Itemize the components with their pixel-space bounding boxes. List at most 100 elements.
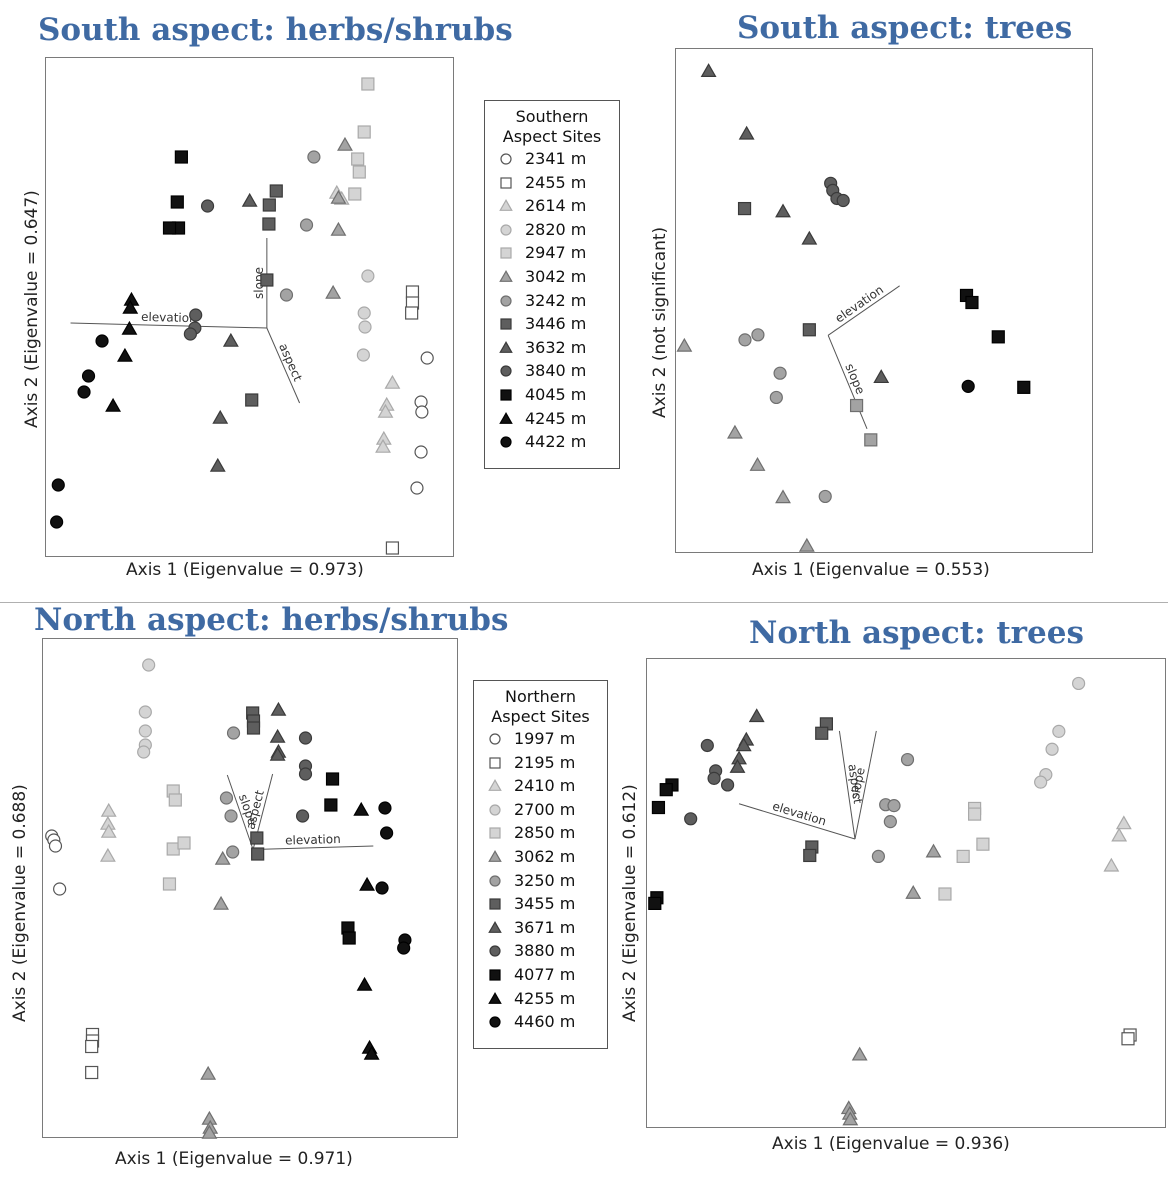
section-divider [0, 602, 1168, 603]
site-point [873, 369, 890, 384]
biplot-vector-slope [854, 730, 877, 840]
site-point [735, 737, 752, 752]
site-point [51, 478, 65, 492]
site-point [836, 193, 850, 208]
site-point [226, 845, 240, 859]
legend-marker [500, 436, 512, 448]
legend-entry: 3242 m [485, 289, 619, 313]
site-point [1121, 1032, 1135, 1046]
legend-label: 4255 m [514, 988, 576, 1008]
site-point [99, 847, 116, 862]
site-point [224, 809, 238, 823]
south-trees-plot: elevation slope [675, 48, 1093, 553]
legend-marker [489, 874, 501, 887]
site-point [170, 195, 184, 209]
site-point [246, 721, 261, 735]
legend-symbol [488, 850, 502, 862]
legend-marker [500, 224, 512, 236]
site-point [222, 332, 239, 347]
legend-label: 4460 m [514, 1012, 576, 1032]
site-point [162, 221, 177, 235]
legend-symbol [500, 247, 512, 259]
legend-marker [499, 199, 513, 212]
site-point [659, 783, 673, 797]
site-point [961, 379, 975, 393]
legend-label: 2820 m [525, 219, 587, 239]
site-point [707, 771, 721, 785]
legend-label: 4077 m [514, 964, 576, 984]
site-point [359, 876, 375, 891]
site-point [357, 306, 371, 320]
site-point [342, 931, 356, 945]
legend-symbol [488, 991, 502, 1004]
legend-label: 3242 m [525, 290, 587, 310]
site-point [887, 799, 901, 813]
legend-symbol [489, 733, 501, 745]
legend-marker [488, 850, 502, 862]
legend-label: 2341 m [525, 149, 587, 168]
biplot-vector-elevation [70, 322, 267, 329]
site-point [803, 848, 817, 863]
legend-entry: 2820 m [485, 218, 619, 242]
site-point [226, 726, 241, 740]
biplot-vector-aspect [266, 327, 301, 404]
legend-label: 3632 m [525, 337, 587, 357]
site-point [100, 823, 117, 838]
site-point [162, 877, 177, 891]
legend-marker [489, 945, 501, 957]
site-point [864, 433, 878, 447]
legend-symbol [488, 920, 502, 933]
legend-label: 3062 m [514, 846, 576, 866]
site-point [420, 351, 434, 365]
legend-marker [499, 340, 513, 353]
legend-title-line: Northern [504, 687, 577, 706]
site-point [775, 203, 791, 218]
south-trees-x-axis-label: Axis 1 (Eigenvalue = 0.553) [752, 560, 990, 580]
legend-symbol [489, 945, 501, 957]
legend-title-line: Southern [515, 107, 589, 126]
legend-entry: 4255 m [474, 987, 607, 1011]
site-point [1103, 857, 1120, 872]
site-point [250, 831, 264, 845]
site-point [968, 807, 982, 821]
legend-label: 3446 m [525, 314, 587, 334]
legend-label: 3840 m [525, 361, 587, 381]
site-point [375, 881, 389, 895]
site-point [361, 77, 375, 91]
site-point [720, 778, 735, 792]
south-herbs-x-axis-label: Axis 1 (Eigenvalue = 0.973) [126, 560, 364, 580]
site-point [842, 1111, 859, 1126]
site-point [900, 752, 915, 767]
legend-entry: 3632 m [485, 336, 619, 360]
site-point [356, 348, 370, 362]
site-point [183, 327, 197, 341]
site-point [849, 398, 864, 413]
site-point [219, 791, 234, 805]
biplot-vector-label: elevation [833, 282, 887, 325]
site-point [95, 334, 109, 348]
biplot-vector-label: aspect [276, 341, 305, 383]
site-point [737, 201, 752, 216]
legend-entry: 4422 m [485, 430, 619, 454]
legend-marker [500, 389, 512, 401]
panel-title-north-herbs: North aspect: herbs/shrubs [34, 602, 509, 638]
site-point [414, 445, 428, 459]
site-point [241, 192, 258, 207]
legend-entry: 3455 m [474, 892, 607, 916]
site-point [262, 198, 276, 212]
south-herbs-plot: elevation slope aspect [45, 57, 454, 557]
site-point [965, 295, 979, 310]
site-point [142, 658, 156, 672]
legend-entry: 2700 m [474, 798, 607, 822]
site-point [363, 1045, 380, 1060]
legend-label: 2410 m [514, 776, 576, 796]
site-point [177, 836, 191, 850]
legend-marker [489, 898, 501, 910]
legend-marker [489, 827, 501, 839]
site-point [358, 320, 372, 334]
site-point [738, 333, 752, 347]
legend-symbol [500, 224, 512, 236]
biplot-vector-label: slope [848, 766, 868, 800]
panel-title-north-trees: North aspect: trees [749, 615, 1084, 651]
legend-symbol [500, 436, 512, 448]
